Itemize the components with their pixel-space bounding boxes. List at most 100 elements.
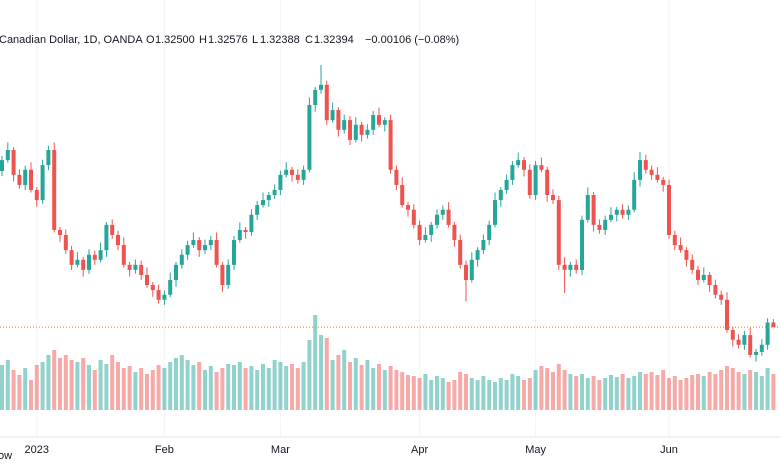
volume-bar [707, 372, 712, 410]
volume-bar [34, 365, 39, 410]
candle-body [121, 245, 126, 265]
candle-body [696, 269, 700, 280]
candle-body [185, 245, 190, 255]
volume-bar [226, 364, 231, 410]
volume-bar [562, 370, 567, 410]
candle-body [145, 274, 149, 286]
candle-body [0, 160, 4, 172]
volume-bar [701, 376, 706, 410]
volume-bar [348, 362, 352, 410]
candle-body [440, 209, 445, 215]
volume-bar [87, 365, 91, 410]
candle-body [371, 115, 376, 130]
candle-body [359, 124, 364, 135]
volume-bar [585, 378, 590, 410]
volume-bar [371, 368, 376, 410]
candle-body [232, 240, 236, 265]
volume-bar [742, 374, 747, 410]
volume-bar [313, 315, 318, 410]
candle-body [464, 264, 468, 280]
candle-body [585, 195, 590, 220]
candle-body [742, 335, 747, 345]
candle-body [174, 264, 178, 280]
candle-body [719, 294, 724, 300]
volume-bar [435, 376, 439, 410]
volume-bar [359, 365, 364, 410]
volume-bar [330, 360, 335, 410]
candle-body [493, 200, 497, 225]
volume-bar [214, 372, 219, 410]
volume-bar [185, 360, 190, 410]
volume-bar [539, 366, 544, 410]
candle-body [75, 259, 80, 265]
volume-bar [609, 375, 613, 410]
volume-bar [690, 375, 695, 410]
volume-bar [574, 376, 579, 410]
volume-bar [133, 372, 138, 410]
volume-bar [638, 372, 642, 410]
candle-body [609, 214, 613, 220]
candle-body [388, 120, 393, 170]
candle-body [58, 229, 62, 235]
volume-bar [116, 362, 120, 410]
candle-body [498, 189, 503, 201]
volume-bar [696, 374, 700, 410]
candle-body [295, 174, 300, 180]
volume-bar [533, 370, 538, 410]
candle-body [69, 250, 74, 265]
volume-bar [243, 368, 248, 410]
candle-body [162, 294, 167, 300]
volume-bar [667, 378, 671, 410]
candle-body [110, 224, 115, 235]
candle-body [707, 274, 712, 286]
volume-bar [121, 368, 126, 410]
volume-bar [249, 366, 254, 410]
volume-bar [377, 364, 381, 410]
candle-body [87, 254, 91, 270]
volume-bar [765, 368, 770, 410]
candle-body [266, 195, 271, 201]
volume-bar [261, 364, 265, 410]
candle-body [203, 245, 207, 251]
volume-bar [678, 380, 683, 410]
candle-body [278, 174, 283, 190]
candle-body [133, 264, 138, 270]
volume-bar [179, 355, 184, 410]
volume-bar [98, 360, 103, 410]
volume-bar [504, 380, 509, 410]
volume-bar [754, 372, 758, 410]
candle-body [237, 229, 242, 241]
candle-body [423, 234, 428, 241]
volume-bar [278, 362, 283, 410]
candle-body [643, 160, 648, 170]
volume-bar [591, 376, 596, 410]
volume-bar [469, 378, 474, 410]
candle-body [272, 189, 277, 196]
volume-bar [342, 350, 347, 410]
candle-body [63, 234, 68, 251]
volume-bar [290, 364, 294, 410]
volume-bar [295, 368, 300, 410]
candle-body [226, 264, 231, 286]
candle-body [394, 169, 399, 185]
candle-body [307, 104, 312, 170]
volume-bar [719, 370, 724, 410]
volume-bar [516, 376, 521, 410]
candle-body [377, 115, 381, 125]
candle-body [748, 335, 753, 355]
candle-body [580, 219, 584, 270]
candle-body [46, 150, 51, 166]
candle-body [220, 264, 225, 286]
candle-body [156, 290, 161, 300]
candle-body [168, 280, 173, 295]
volume-pane [0, 315, 776, 410]
volume-bar [197, 362, 202, 410]
candle-body [382, 120, 387, 125]
candle-body [458, 240, 463, 265]
candle-body [690, 259, 695, 270]
candle-body [191, 240, 196, 246]
candle-body [754, 351, 758, 355]
volume-bar [452, 380, 457, 410]
candle-body [330, 110, 335, 121]
